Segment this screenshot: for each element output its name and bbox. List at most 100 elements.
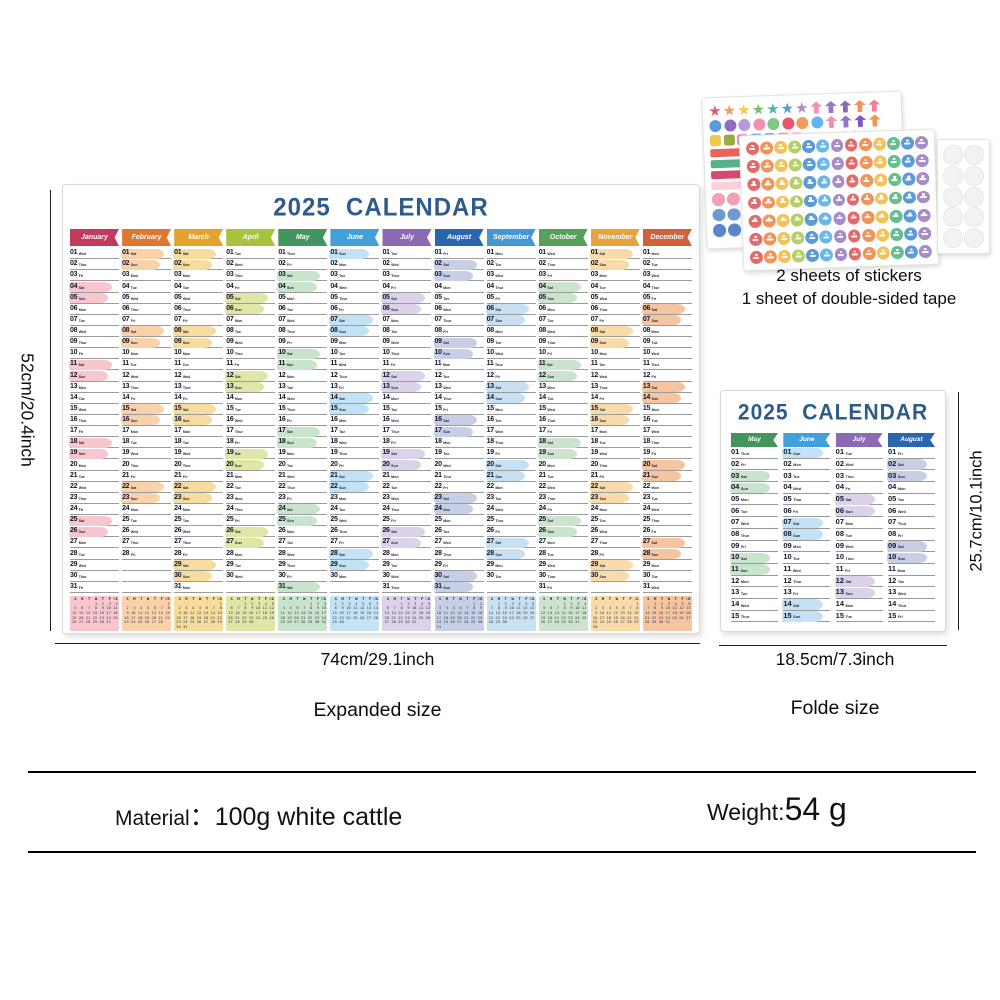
day-row: 06 Fri [330,304,380,315]
day-number: 13 [226,382,234,390]
day-number: 03 [835,470,844,480]
day-number: 11 [330,360,338,368]
day-row: 25 Thur [486,515,536,527]
day-row: 21 Wed [278,471,328,482]
mini-week-row: 1 2 3 4 5 [384,600,431,606]
footer-divider-bottom [28,851,976,853]
day-number: 24 [590,505,598,512]
mini-weekday-header: S M T W T F S [540,596,587,602]
day-number: 03 [382,271,390,279]
icon-sticker [900,136,915,150]
day-number: 30 [174,571,182,579]
day-abbr: Sat [443,496,449,501]
weekend-highlight [173,259,213,270]
weekend-highlight [485,382,529,392]
day-row: 01 Sat [173,248,224,260]
day-abbr: Wed [793,486,802,491]
day-number: 15 [538,404,546,412]
arrow-sticker [810,101,822,113]
icon-sticker [760,159,774,173]
weekend-highlight [537,515,581,526]
day-number: 08 [122,327,130,334]
day-abbr: Tue [78,474,85,479]
month-rows: 01 Mon 02 Tue 03 Wed 04 Thur 05 Fri 06 Sat 07 Sun 08 Mo… [485,248,536,593]
day-abbr: Wed [182,452,191,457]
day-row: 12 Fri [486,370,536,382]
day-row: 25 Tue [174,515,224,527]
month-flag: December [642,229,692,246]
day-abbr: Wed [495,430,503,435]
day-number: 30 [70,571,78,579]
day-number: 08 [642,327,651,334]
day-number: 16 [70,416,78,423]
day-abbr: Wed [547,563,555,568]
weekend-highlight [537,281,581,292]
day-number: 02 [226,260,234,268]
mini-week-row [280,625,325,630]
day-row: 05 Wed [590,293,640,304]
icon-sticker [746,159,760,174]
weekend-highlight [69,370,109,381]
day-row: 01 Thur [278,248,328,260]
day-abbr: Sat [287,430,293,435]
day-number: 13 [642,382,651,390]
day-number: 02 [70,260,78,268]
day-number: 03 [278,271,286,279]
weekend-highlight [886,552,928,564]
day-number: 24 [70,505,78,512]
day-abbr: Mon [182,352,191,357]
day-abbr: Sat [287,352,293,357]
icon-sticker [889,227,904,241]
icon-sticker [818,212,833,226]
day-row [486,582,536,593]
day-number: 12 [590,371,598,379]
day-number: 22 [486,482,494,490]
day-row: 28 Tue [538,548,588,560]
day-row: 16 Sun [173,415,224,426]
icon-sticker [790,212,804,227]
day-abbr: Mon [599,430,607,435]
day-row: 03 Fri [538,270,588,282]
folded-day-row: 04 Wed [783,482,831,494]
weekend-highlight [225,537,265,548]
day-abbr: Mon [391,396,399,401]
folded-day-row: 05 Sat [834,494,883,506]
icon-sticker [789,176,803,190]
tape-dot [943,165,963,186]
day-row: 16 Thur [70,415,119,426]
mini-week-row: 16 17 18 19 20 21 22 [592,614,639,620]
day-row: 02 Sun [121,259,172,271]
day-row: 01 Fri [434,248,484,260]
folded-day-row: 13 Sun [834,587,883,599]
day-abbr: Sun [651,474,659,479]
tape-dot [964,145,984,165]
day-number: 25 [70,516,78,524]
day-abbr: Sun [651,552,659,557]
day-abbr: Mon [78,463,87,468]
day-abbr: Fri [182,552,188,557]
day-number: 25 [486,516,494,524]
day-number: 25 [590,516,598,524]
day-number: 21 [590,471,598,479]
day-number: 06 [642,304,651,312]
day-abbr: Mon [740,580,749,585]
day-abbr: Fri [897,451,903,456]
folded-month-column-june: June 01 Sun 02 Mon 03 Tue 04 Wed 05 Thur 06 Fri 07 Sat… [782,433,831,623]
day-number: 10 [174,349,182,357]
mini-week-row: 1 [592,600,639,606]
day-number: 14 [486,393,494,401]
weekend-highlight [225,459,265,470]
day-row: 22 Mon [486,482,536,493]
day-number: 20 [538,460,546,468]
day-row: 20 Thur [174,459,224,471]
day-abbr: Thur [599,385,608,390]
day-number: 20 [590,460,598,468]
day-row: 17 Fri [538,426,588,438]
day-abbr: Wed [547,407,555,412]
month-flag: October [538,229,588,246]
day-abbr: Thur [793,498,802,503]
weight-value: 54 g [784,791,847,827]
weekend-highlight [329,548,373,559]
day-number: 12 [887,575,897,585]
day-number: 07 [731,517,740,527]
